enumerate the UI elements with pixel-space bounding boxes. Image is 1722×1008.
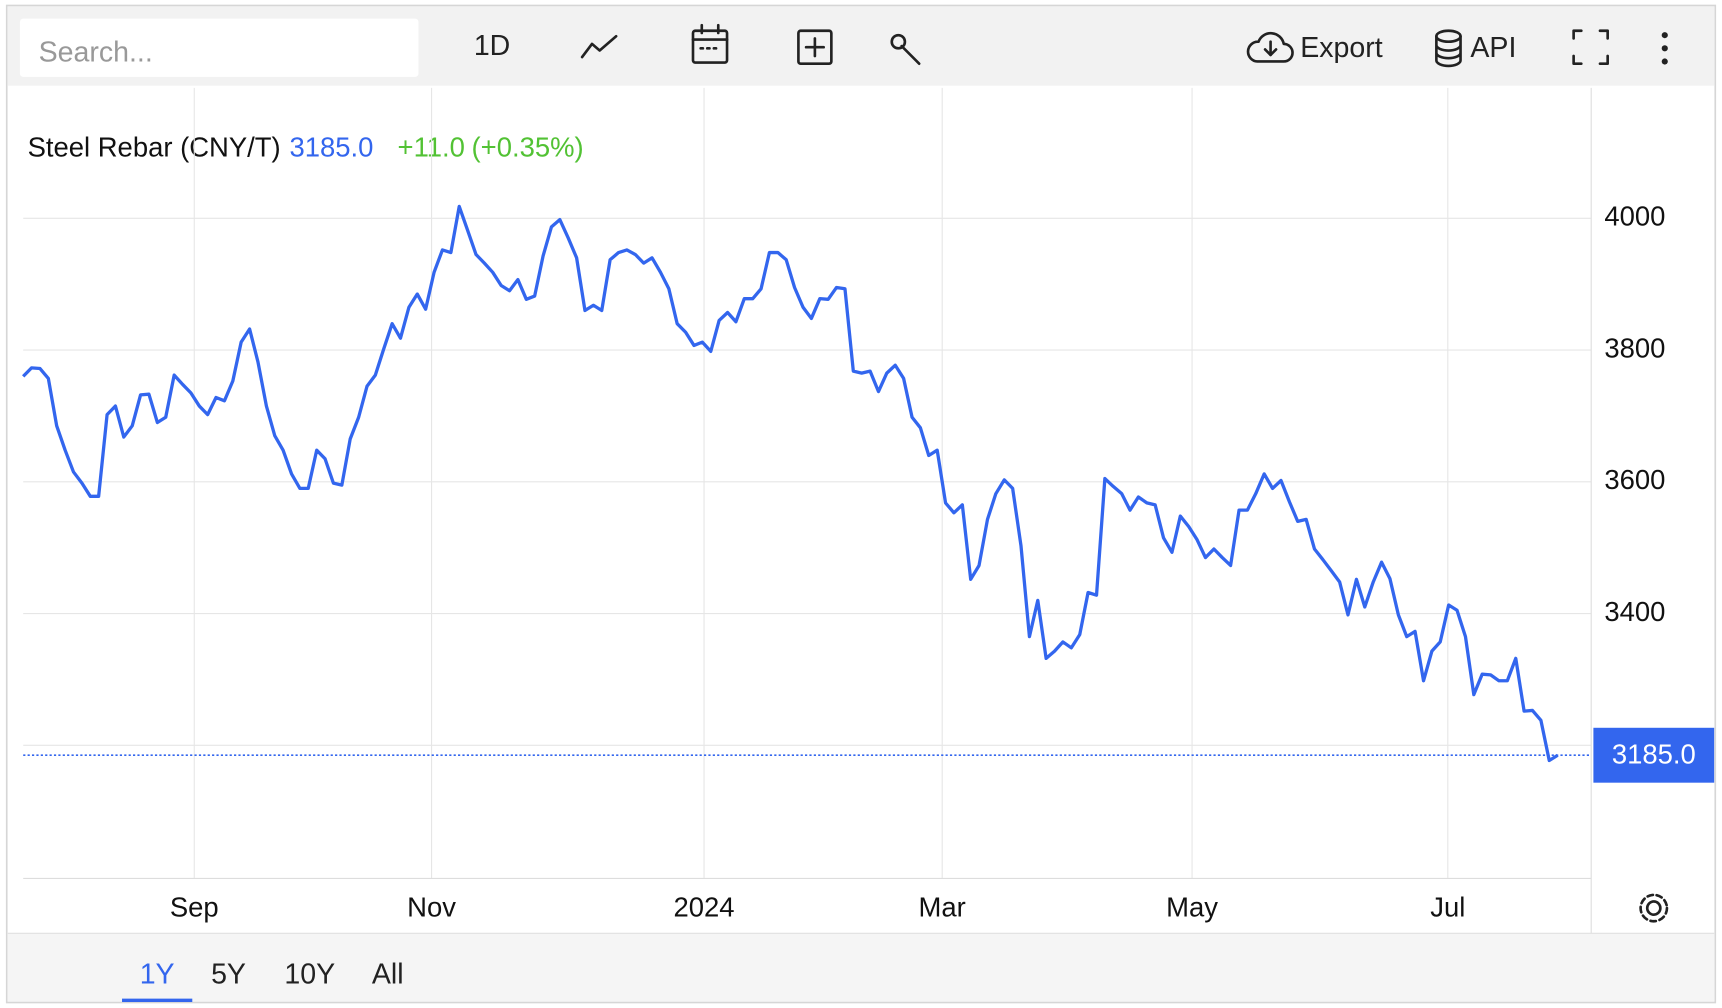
search-box[interactable] <box>19 18 419 77</box>
y-tick-label: 4000 <box>1604 201 1665 232</box>
export-icon[interactable] <box>1246 31 1294 63</box>
series-name: Steel Rebar (CNY/T) <box>28 132 281 163</box>
widget-frame <box>5 4 1717 1004</box>
fullscreen-icon[interactable] <box>1572 29 1609 66</box>
api-button[interactable]: API <box>1470 32 1516 64</box>
y-tick-label: 3800 <box>1604 332 1665 363</box>
x-tick-label: Sep <box>170 891 219 922</box>
x-tick-label: Nov <box>407 891 456 922</box>
search-placeholder: Search... <box>39 36 153 68</box>
x-tick-label: 2024 <box>674 891 735 922</box>
x-tick-label: Jul <box>1430 891 1465 922</box>
export-button[interactable]: Export <box>1300 32 1383 64</box>
x-tick-label: May <box>1166 891 1218 922</box>
chart-type-icon[interactable] <box>580 34 618 59</box>
last-price-tag-label: 3185.0 <box>1612 739 1696 770</box>
y-tick-label: 3400 <box>1604 596 1665 627</box>
range-buttons: 1Y 5Y 10Y All <box>122 959 404 1002</box>
x-tick-label: Mar <box>919 891 966 922</box>
interval-button[interactable]: 1D <box>474 30 510 62</box>
range-button[interactable]: 10Y <box>284 959 335 991</box>
settings-wrench-icon[interactable] <box>890 33 921 66</box>
range-button[interactable]: All <box>372 959 404 991</box>
chart-header: Steel Rebar (CNY/T) 3185.0 +11.0 (+0.35%) <box>28 132 584 163</box>
plot <box>22 87 1592 879</box>
range-button[interactable]: 5Y <box>211 959 246 991</box>
range-bar <box>7 933 1715 1002</box>
api-icon[interactable] <box>1435 29 1462 68</box>
settings-gear-icon[interactable] <box>1639 893 1669 923</box>
range-button[interactable]: 1Y <box>140 959 175 991</box>
last-price-tag <box>1593 727 1715 783</box>
more-menu-icon[interactable] <box>1661 32 1668 65</box>
y-tick-label: 3600 <box>1604 464 1665 495</box>
price-line <box>22 204 1559 763</box>
add-indicator-icon[interactable] <box>797 29 833 66</box>
price-change-pct: (+0.35%) <box>472 132 584 163</box>
last-price: 3185.0 <box>289 132 373 163</box>
calendar-icon[interactable] <box>691 23 729 64</box>
